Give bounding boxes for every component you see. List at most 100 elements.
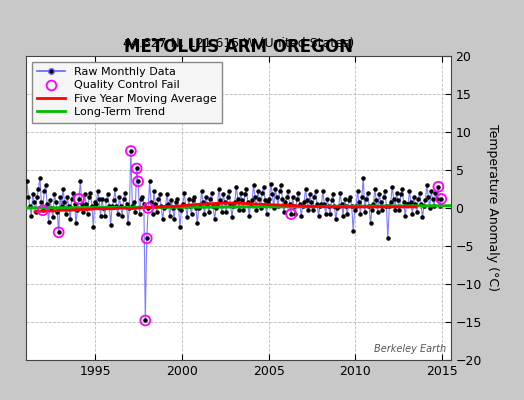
Point bbox=[78, 201, 86, 207]
Point bbox=[202, 193, 210, 200]
Point bbox=[83, 211, 92, 217]
Point bbox=[384, 235, 392, 242]
Point bbox=[119, 196, 128, 202]
Point bbox=[417, 201, 425, 207]
Point bbox=[114, 211, 122, 217]
Point bbox=[133, 165, 141, 172]
Point bbox=[431, 190, 440, 196]
Point bbox=[347, 203, 356, 210]
Point bbox=[219, 191, 227, 198]
Point bbox=[131, 209, 139, 215]
Point bbox=[194, 205, 203, 211]
Point bbox=[412, 209, 421, 215]
Point bbox=[372, 197, 380, 204]
Point bbox=[299, 203, 307, 210]
Point bbox=[257, 205, 265, 211]
Point bbox=[121, 190, 129, 196]
Point bbox=[358, 193, 366, 200]
Point bbox=[27, 212, 36, 219]
Point bbox=[102, 197, 111, 204]
Point bbox=[434, 184, 443, 190]
Point bbox=[164, 201, 172, 207]
Point bbox=[190, 193, 199, 200]
Point bbox=[368, 206, 376, 213]
Point bbox=[297, 212, 305, 219]
Point bbox=[427, 188, 435, 194]
Point bbox=[259, 184, 268, 190]
Point bbox=[151, 201, 160, 207]
Point bbox=[296, 201, 304, 207]
Point bbox=[212, 205, 220, 211]
Point bbox=[51, 199, 60, 205]
Point bbox=[304, 207, 313, 214]
Point bbox=[236, 190, 245, 196]
Point bbox=[235, 207, 243, 214]
Point bbox=[343, 211, 352, 217]
Point bbox=[70, 201, 79, 207]
Point bbox=[398, 186, 407, 192]
Point bbox=[231, 199, 239, 205]
Point bbox=[346, 193, 355, 200]
Point bbox=[56, 193, 64, 200]
Point bbox=[382, 202, 390, 209]
Point bbox=[410, 193, 418, 200]
Point bbox=[60, 199, 69, 205]
Point bbox=[39, 207, 47, 214]
Point bbox=[392, 190, 401, 196]
Point bbox=[434, 184, 443, 190]
Point bbox=[134, 178, 143, 185]
Point bbox=[300, 199, 308, 205]
Point bbox=[34, 186, 42, 192]
Point bbox=[280, 209, 288, 215]
Point bbox=[93, 188, 102, 194]
Point bbox=[401, 212, 409, 219]
Point bbox=[127, 148, 135, 154]
Point bbox=[277, 182, 285, 188]
Point bbox=[265, 196, 274, 202]
Point bbox=[81, 191, 89, 198]
Point bbox=[334, 203, 343, 210]
Point bbox=[307, 199, 315, 205]
Point bbox=[370, 186, 379, 192]
Point bbox=[389, 196, 398, 202]
Point bbox=[423, 182, 431, 188]
Point bbox=[311, 188, 320, 194]
Point bbox=[143, 235, 151, 242]
Point bbox=[125, 205, 134, 211]
Point bbox=[222, 209, 231, 215]
Point bbox=[40, 188, 48, 194]
Point bbox=[28, 191, 37, 198]
Point bbox=[141, 317, 149, 324]
Point bbox=[405, 188, 413, 194]
Point bbox=[217, 209, 226, 215]
Point bbox=[328, 197, 336, 204]
Point bbox=[337, 201, 346, 207]
Point bbox=[425, 205, 434, 211]
Point bbox=[281, 199, 290, 205]
Point bbox=[303, 197, 311, 204]
Point bbox=[211, 216, 219, 222]
Point bbox=[203, 201, 212, 207]
Point bbox=[167, 197, 176, 204]
Point bbox=[345, 197, 353, 204]
Point bbox=[144, 205, 152, 211]
Point bbox=[268, 191, 277, 198]
Point bbox=[95, 196, 103, 202]
Point bbox=[91, 199, 99, 205]
Point bbox=[183, 214, 191, 220]
Point bbox=[330, 203, 339, 210]
Point bbox=[387, 199, 395, 205]
Point bbox=[169, 205, 177, 211]
Point bbox=[282, 193, 291, 200]
Point bbox=[199, 199, 207, 205]
Point bbox=[271, 186, 279, 192]
Point bbox=[187, 211, 195, 217]
Point bbox=[291, 211, 300, 217]
Point bbox=[140, 201, 148, 207]
Point bbox=[41, 182, 50, 188]
Point bbox=[53, 209, 61, 215]
Point bbox=[381, 188, 389, 194]
Point bbox=[437, 196, 445, 202]
Point bbox=[239, 206, 248, 213]
Point bbox=[129, 199, 138, 205]
